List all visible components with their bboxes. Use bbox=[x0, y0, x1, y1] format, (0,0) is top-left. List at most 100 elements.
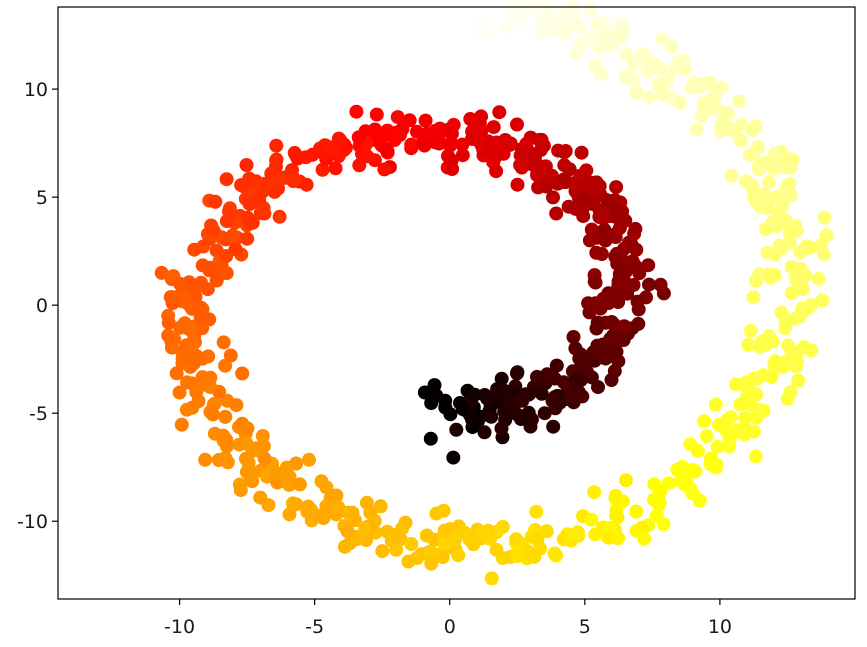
scatter-point bbox=[379, 142, 394, 157]
scatter-point bbox=[568, 372, 583, 387]
scatter-point bbox=[418, 113, 433, 128]
scatter-point bbox=[789, 359, 803, 374]
scatter-point bbox=[629, 85, 644, 100]
scatter-point bbox=[586, 300, 601, 315]
scatter-point bbox=[200, 282, 215, 297]
scatter-point bbox=[467, 387, 482, 402]
scatter-point bbox=[537, 406, 552, 421]
y-tick-label: 0 bbox=[36, 295, 48, 317]
scatter-point bbox=[256, 439, 271, 454]
scatter-point bbox=[662, 66, 677, 81]
scatter-point bbox=[697, 414, 711, 429]
scatter-point bbox=[738, 411, 753, 425]
scatter-point bbox=[417, 138, 432, 153]
scatter-point bbox=[443, 136, 458, 151]
scatter-point bbox=[539, 524, 554, 539]
scatter-point bbox=[609, 508, 624, 523]
scatter-point bbox=[232, 437, 247, 452]
scatter-point bbox=[226, 229, 241, 244]
scatter-point bbox=[510, 365, 525, 380]
scatter-point bbox=[324, 140, 339, 155]
scatter-point bbox=[472, 0, 487, 11]
scatter-point bbox=[642, 90, 656, 105]
x-tick-label: 10 bbox=[708, 616, 732, 638]
scatter-point bbox=[340, 524, 355, 539]
scatter-point bbox=[279, 469, 294, 484]
scatter-point bbox=[492, 105, 507, 120]
scatter-point bbox=[319, 480, 334, 495]
scatter-point bbox=[481, 134, 496, 149]
scatter-point bbox=[351, 130, 366, 145]
scatter-point bbox=[743, 323, 758, 338]
scatter-point bbox=[760, 245, 775, 260]
scatter-point bbox=[532, 132, 547, 147]
x-tick-label: 0 bbox=[444, 616, 456, 638]
scatter-point bbox=[597, 222, 612, 237]
scatter-point bbox=[714, 118, 729, 133]
scatter-point bbox=[423, 544, 438, 559]
scatter-point bbox=[239, 158, 254, 172]
scatter-point bbox=[675, 460, 690, 474]
scatter-point bbox=[772, 238, 787, 253]
scatter-point bbox=[369, 107, 384, 122]
scatter-point bbox=[608, 488, 623, 503]
scatter-point bbox=[257, 206, 272, 221]
scatter-point bbox=[219, 172, 234, 187]
scatter-point bbox=[219, 265, 233, 280]
scatter-point bbox=[783, 160, 798, 175]
scatter-point bbox=[347, 513, 362, 528]
scatter-point bbox=[161, 315, 176, 330]
scatter-point bbox=[557, 158, 572, 173]
scatter-point bbox=[584, 512, 599, 527]
scatter-point bbox=[815, 293, 830, 308]
scatter-point bbox=[688, 464, 703, 479]
scatter-point bbox=[720, 106, 735, 121]
scatter-point bbox=[161, 328, 176, 343]
scatter-point bbox=[506, 0, 520, 6]
scatter-point bbox=[282, 507, 297, 522]
scatter-point bbox=[629, 504, 644, 519]
scatter-point bbox=[304, 503, 319, 518]
scatter-point bbox=[686, 75, 701, 90]
scatter-point bbox=[267, 184, 282, 199]
scatter-point bbox=[207, 426, 222, 441]
scatter-point bbox=[609, 180, 624, 195]
scatter-point bbox=[518, 0, 527, 2]
scatter-point bbox=[515, 393, 530, 408]
y-tick-label: -5 bbox=[29, 403, 48, 425]
scatter-point bbox=[598, 233, 613, 248]
scatter-point bbox=[206, 223, 221, 238]
scatter-point bbox=[556, 375, 571, 390]
scatter-point bbox=[572, 20, 587, 34]
scatter-point bbox=[218, 409, 233, 424]
scatter-point bbox=[484, 409, 499, 424]
scatter-point bbox=[176, 288, 191, 303]
scatter-point bbox=[784, 260, 799, 275]
scatter-point bbox=[255, 429, 270, 443]
scatter-point bbox=[207, 396, 222, 411]
scatter-point bbox=[689, 122, 704, 137]
scatter-point bbox=[775, 198, 790, 213]
scatter-point bbox=[518, 0, 533, 11]
scatter-point bbox=[604, 315, 619, 329]
scatter-point bbox=[762, 329, 777, 344]
scatter-point bbox=[455, 148, 470, 163]
scatter-point bbox=[599, 193, 614, 208]
scatter-point bbox=[524, 412, 539, 427]
scatter-point bbox=[746, 424, 761, 439]
scatter-point bbox=[782, 176, 797, 191]
scatter-point bbox=[457, 525, 472, 540]
scatter-point bbox=[445, 162, 460, 176]
scatter-point bbox=[653, 277, 668, 292]
scatter-point bbox=[629, 242, 644, 257]
scatter-point bbox=[498, 19, 513, 34]
scatter-point bbox=[292, 477, 307, 492]
scatter-point bbox=[198, 452, 213, 467]
scatter-point bbox=[746, 290, 761, 305]
scatter-point bbox=[417, 385, 432, 400]
scatter-point bbox=[714, 80, 729, 95]
scatter-point bbox=[637, 531, 652, 546]
scatter-point bbox=[208, 194, 223, 209]
scatter-point bbox=[587, 274, 602, 289]
scatter-point bbox=[547, 546, 562, 561]
